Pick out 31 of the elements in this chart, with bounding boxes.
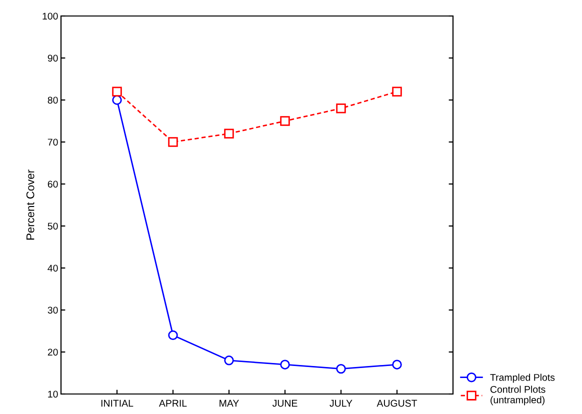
y-tick-label: 50 (48, 222, 58, 230)
y-tick-label: 30 (48, 306, 58, 314)
legend-label: Trampled Plots (490, 374, 555, 383)
y-tick-label: 10 (48, 390, 58, 398)
y-axis-title: Percent Cover (26, 170, 34, 240)
point (392, 86, 402, 96)
point (280, 116, 290, 126)
point (392, 360, 402, 370)
y-tick-label: 40 (48, 264, 58, 272)
y-tick-label: 90 (48, 54, 58, 62)
y-tick-label: 80 (48, 96, 58, 104)
legend-label: Control Plots (untrampled) (490, 386, 546, 406)
y-tick-label: 60 (48, 180, 58, 188)
point (336, 364, 346, 374)
point (224, 356, 234, 366)
point (112, 86, 122, 96)
x-tick-label: MAY (220, 400, 239, 407)
x-tick-label: INITIAL (101, 400, 134, 407)
y-tick-label: 100 (42, 12, 58, 20)
x-tick-label: JUNE (272, 400, 298, 407)
point (112, 95, 122, 105)
x-tick-label: AUGUST (376, 400, 418, 407)
point (168, 137, 178, 147)
y-tick-label: 20 (48, 348, 58, 356)
y-tick-label: 70 (48, 138, 58, 146)
point (168, 330, 178, 340)
point (224, 128, 234, 138)
point (280, 360, 290, 370)
point (336, 104, 346, 114)
x-tick-label: APRIL (158, 400, 187, 407)
x-tick-label: JULY (330, 400, 352, 407)
